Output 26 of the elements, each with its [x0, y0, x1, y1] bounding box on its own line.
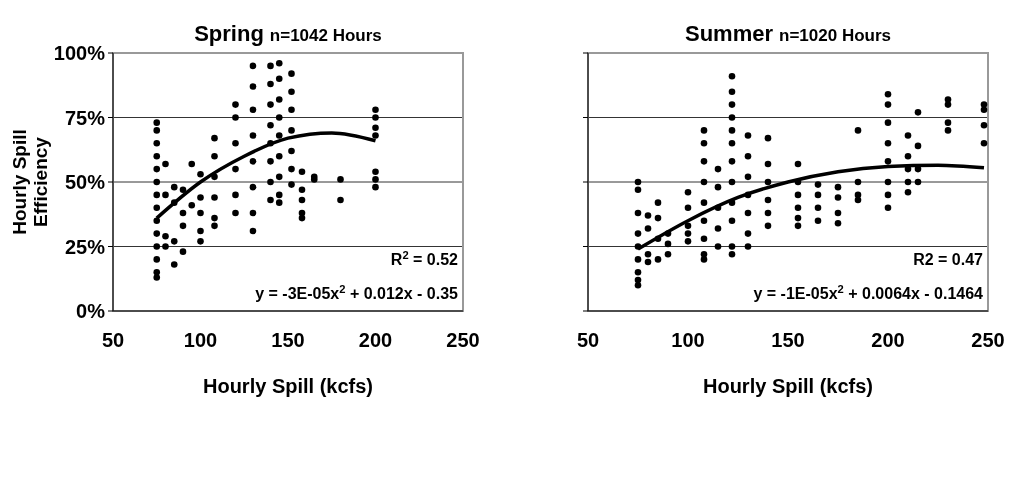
chart-subtitle: n=1020 Hours: [779, 26, 892, 45]
x-tick-label: 250: [971, 329, 1005, 351]
x-tick-label: 200: [871, 329, 905, 351]
y-tick-label: 100%: [53, 42, 106, 64]
x-tick-label: 200: [358, 329, 393, 351]
chart-title: Summer: [684, 21, 774, 46]
annotation: R$^{2}$ = 0.52: [390, 249, 459, 268]
x-tick-label: 50: [101, 329, 125, 351]
x-tick-label: 50: [576, 329, 600, 351]
y-tick-label: 0%: [76, 300, 106, 322]
x-axis-title: Hourly Spill (kcfs): [702, 375, 874, 397]
y-tick-label: 50%: [64, 171, 106, 193]
y-tick-label: 75%: [64, 106, 106, 129]
x-tick-label: 150: [271, 329, 305, 351]
annotation: y = -1E-05x$^{2}$ + 0.0064x - 0.1464: [753, 283, 984, 302]
annotation: y = -3E-05x$^{2}$ + 0.012x - 0.35: [255, 283, 459, 302]
x-axis-title: Hourly Spill (kcfs): [202, 375, 374, 397]
chart-subtitle: n=1042 Hours: [269, 26, 382, 45]
y-axis-title: Hourly Spill Efficiency: [9, 129, 51, 235]
annotation: R2 = 0.47: [913, 251, 984, 268]
chart-title: Spring: [194, 21, 264, 46]
x-tick-label: 150: [771, 329, 805, 351]
x-tick-label: 250: [446, 329, 480, 351]
x-tick-label: 100: [671, 329, 705, 351]
y-tick-label: 25%: [64, 235, 106, 258]
x-tick-label: 100: [183, 329, 218, 351]
